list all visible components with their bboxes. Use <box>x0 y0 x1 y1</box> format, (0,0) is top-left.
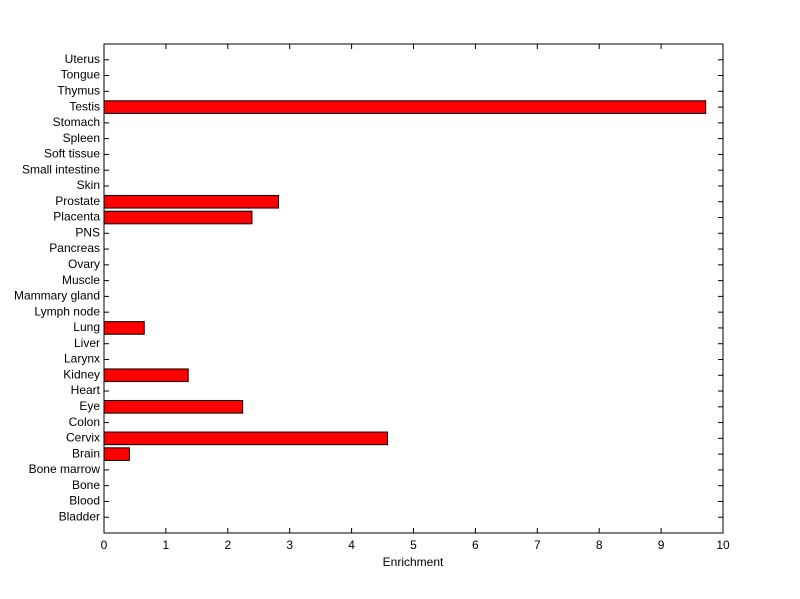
y-tick-label: Thymus <box>57 83 100 97</box>
y-tick-label: Bladder <box>59 509 100 523</box>
y-tick-label: Stomach <box>53 115 100 129</box>
y-tick-label: Prostate <box>55 194 100 208</box>
y-tick-label: Cervix <box>66 431 100 445</box>
bar <box>103 399 244 414</box>
x-tick-label: 4 <box>348 538 355 552</box>
y-tick-label: Ovary <box>68 257 100 271</box>
y-tick-label: Pancreas <box>49 241 100 255</box>
y-tick-label: Placenta <box>53 210 100 224</box>
x-tick-label: 8 <box>596 538 603 552</box>
plot-frame <box>103 43 724 534</box>
y-tick-label: Muscle <box>62 273 100 287</box>
y-tick-label: Kidney <box>63 367 100 381</box>
x-tick-label: 9 <box>658 538 665 552</box>
x-tick-label: 10 <box>716 538 730 552</box>
bar <box>103 210 253 225</box>
bar <box>103 194 280 209</box>
y-tick-label: Skin <box>77 178 100 192</box>
y-tick-label: Spleen <box>63 131 100 145</box>
y-tick-label: Testis <box>69 99 100 113</box>
y-tick-label: Soft tissue <box>44 147 100 161</box>
y-tick-label: PNS <box>75 225 100 239</box>
y-tick-label: Tongue <box>61 68 101 82</box>
bar <box>103 321 145 335</box>
x-tick-label: 3 <box>286 538 293 552</box>
y-tick-label: Bone <box>72 478 100 492</box>
y-tick-label: Lymph node <box>34 304 100 318</box>
x-tick-label: 0 <box>101 538 108 552</box>
y-tick-label: Uterus <box>65 52 100 66</box>
y-tick-label: Liver <box>74 336 100 350</box>
y-tick-label: Heart <box>71 383 101 397</box>
x-tick-label: 1 <box>163 538 170 552</box>
x-tick-label: 7 <box>534 538 541 552</box>
x-tick-label: 2 <box>224 538 231 552</box>
y-tick-label: Blood <box>69 494 100 508</box>
y-tick-label: Colon <box>69 415 100 429</box>
bar <box>103 100 707 114</box>
y-tick-label: Bone marrow <box>29 462 101 476</box>
y-tick-label: Eye <box>79 399 100 413</box>
x-tick-label: 5 <box>410 538 417 552</box>
y-tick-label: Mammary gland <box>14 289 100 303</box>
y-tick-label: Lung <box>73 320 100 334</box>
bar <box>103 368 189 383</box>
y-tick-label: Small intestine <box>22 162 100 176</box>
x-axis-label: Enrichment <box>383 555 444 569</box>
y-tick-label: Larynx <box>64 352 100 366</box>
bar <box>103 431 389 446</box>
x-tick-label: 6 <box>472 538 479 552</box>
bar <box>103 447 130 461</box>
y-tick-label: Brain <box>72 446 100 460</box>
